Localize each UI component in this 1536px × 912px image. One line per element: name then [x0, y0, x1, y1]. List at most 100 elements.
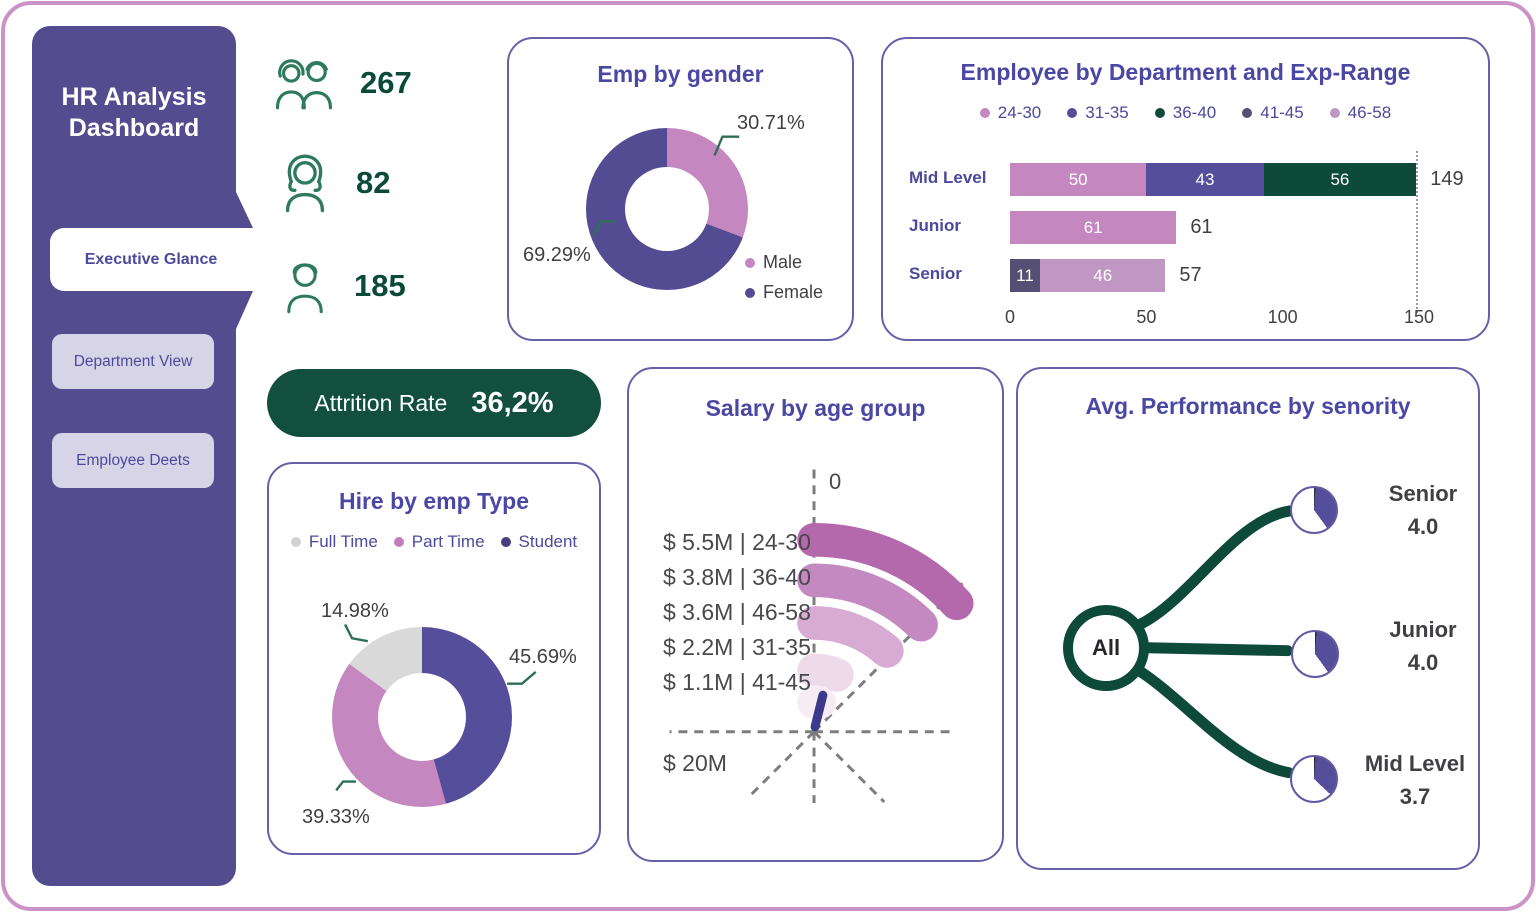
legend-item[interactable]: Full Time [290, 532, 378, 552]
legend-item[interactable]: 31-35 [1067, 103, 1129, 123]
attrition-value: 36,2% [471, 386, 554, 419]
stat-total-employees: 267 [272, 52, 412, 114]
performance-node-value: 3.7 [1399, 784, 1431, 809]
dept-bar-segment[interactable]: 43 [1146, 163, 1264, 196]
legend-label: 31-35 [1085, 103, 1129, 122]
legend-item[interactable]: 41-45 [1242, 103, 1304, 123]
dept-chart-row: Junior 61 61 [883, 209, 1488, 257]
axis-tick: 50 [1136, 307, 1157, 327]
salary-chart-card: Salary by age group 0 $ 5.5M | 24-30 $ 3.… [627, 367, 1004, 862]
performance-node-label: Junior [1389, 617, 1457, 642]
chart-title: Salary by age group [705, 395, 926, 421]
dept-rows: Mid Level 50 43 56 149 Junior 61 61 Senior 11 46 57 [883, 161, 1488, 305]
salary-value-label: $ 3.8M | 36-40 [663, 564, 811, 590]
dept-bar-segment[interactable]: 56 [1263, 163, 1417, 196]
performance-node-value: 4.0 [1407, 650, 1439, 675]
sidebar-item-label: Employee Deets [76, 451, 190, 469]
dashboard-title: HR Analysis Dashboard [61, 83, 207, 143]
sidebar-item-employee-deets[interactable]: Employee Deets [52, 433, 214, 488]
legend-item[interactable]: 46-58 [1329, 103, 1392, 123]
department-legend: 24-30 31-35 36-40 41-45 46-58 [883, 103, 1488, 123]
attrition-label: Attrition Rate [314, 389, 448, 416]
salary-arc[interactable] [797, 653, 854, 692]
dept-row-total: 61 [1190, 216, 1213, 238]
sidebar-item-label: Department View [73, 352, 193, 370]
dept-chart-row: Senior 11 46 57 [883, 257, 1488, 305]
legend-item[interactable]: Female [745, 282, 823, 303]
legend-item[interactable]: Male [745, 252, 823, 273]
dept-bar-segment[interactable]: 50 [1010, 163, 1147, 196]
hire-legend: Full Time Part Time Student [269, 532, 599, 552]
sidebar-item-executive-glance[interactable]: Executive Glance [50, 228, 252, 291]
performance-links [1130, 505, 1296, 779]
dept-bar: 50 43 56 149 [1010, 163, 1464, 196]
dept-bar-segment[interactable]: 11 [1010, 259, 1040, 292]
gender-chart-card: Emp by gender 30.71% 69.29% Male Female [507, 37, 854, 341]
dept-bar-segment[interactable]: 46 [1039, 259, 1166, 292]
legend-label: Part Time [411, 532, 485, 551]
chart-title: Hire by emp Type [338, 488, 530, 514]
people-pair-icon [272, 52, 338, 114]
legend-dot [1242, 108, 1253, 118]
hire-callout-parttime: 39.33% [302, 806, 370, 828]
chart-title: Avg. Performance by senority [1085, 393, 1411, 419]
all-node-label: All [1091, 635, 1121, 660]
attrition-rate-badge: Attrition Rate 36,2% [267, 369, 601, 437]
legend-dot [1154, 108, 1165, 118]
sidebar-notch-bottom [236, 291, 253, 329]
salary-arc[interactable] [797, 522, 974, 621]
axis-tick: 150 [1403, 307, 1435, 327]
gender-legend: Male Female [745, 252, 823, 303]
performance-all-node[interactable]: All [1063, 605, 1149, 691]
performance-node-value: 4.0 [1407, 514, 1439, 539]
sidebar-notch-top [236, 192, 253, 228]
legend-dot [393, 537, 404, 547]
legend-label: Student [518, 532, 578, 551]
performance-pie[interactable] [1291, 630, 1339, 678]
legend-label: Female [763, 282, 824, 302]
legend-dot [1067, 108, 1078, 118]
stat-value: 267 [360, 65, 412, 100]
hire-chart-card: Hire by emp Type Full Time Part Time Stude… [267, 462, 601, 855]
dept-row-label: Mid Level [909, 168, 987, 187]
dept-bar-segment[interactable]: 61 [1010, 211, 1177, 244]
hire-callout-fulltime: 14.98% [321, 600, 389, 622]
stat-value: 82 [356, 165, 391, 200]
hire-callout-student: 45.69% [509, 646, 577, 668]
department-chart-card: Employee by Department and Exp-Range 24-… [881, 37, 1490, 341]
salary-arc[interactable] [797, 563, 938, 642]
legend-label: Full Time [308, 532, 378, 551]
legend-label: 46-58 [1347, 103, 1392, 122]
legend-item[interactable]: Part Time [393, 532, 485, 552]
salary-value-label: $ 2.2M | 31-35 [663, 634, 811, 660]
performance-pie[interactable] [1290, 755, 1338, 803]
dept-bar: 61 61 [1010, 211, 1419, 244]
salary-origin-label: 0 [829, 469, 842, 494]
salary-arc[interactable] [797, 606, 904, 668]
legend-item[interactable]: 24-30 [979, 103, 1042, 123]
male-icon [278, 255, 332, 317]
performance-node-label: Mid Level [1364, 751, 1466, 776]
dept-row-total: 57 [1179, 264, 1202, 286]
legend-item[interactable]: Student [500, 532, 578, 552]
salary-label-list: $ 5.5M | 24-30 $ 3.8M | 36-40 $ 3.6M | 46-… [663, 525, 811, 700]
sidebar-item-department-view[interactable]: Department View [52, 334, 214, 389]
salary-needle [810, 690, 828, 732]
dept-guideline [1416, 151, 1419, 313]
sidebar-item-label: Executive Glance [84, 250, 218, 268]
dept-axis: 0 50 100 150 [1005, 307, 1434, 331]
gender-donut[interactable] [586, 128, 748, 290]
legend-dot [500, 537, 511, 547]
chart-title: Emp by gender [597, 61, 764, 87]
chart-title: Employee by Department and Exp-Range [960, 59, 1411, 85]
dept-bar: 11 46 57 [1010, 259, 1419, 292]
performance-pie[interactable] [1290, 486, 1338, 534]
hire-donut[interactable] [332, 627, 512, 807]
legend-label: 36-40 [1172, 103, 1217, 122]
legend-item[interactable]: 36-40 [1154, 103, 1217, 123]
legend-label: 24-30 [997, 103, 1042, 122]
stat-female-employees: 82 [276, 152, 390, 214]
axis-tick: 100 [1267, 307, 1298, 327]
stat-value: 185 [354, 268, 406, 303]
performance-node-label: Senior [1388, 481, 1458, 506]
